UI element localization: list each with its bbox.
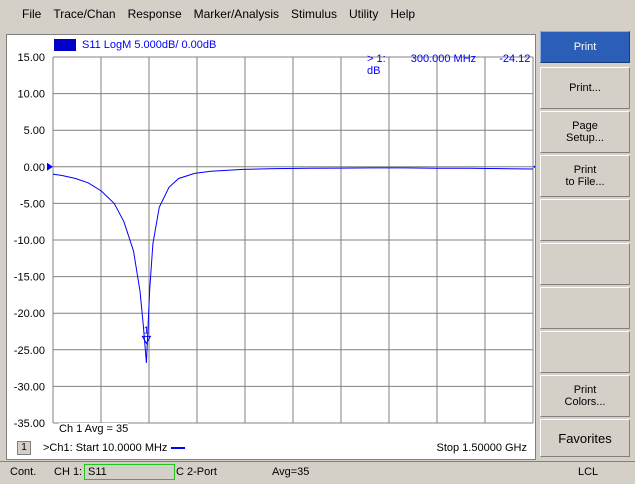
y-tick-label: -25.00: [14, 345, 45, 357]
favorites-label: Favorites: [558, 430, 612, 446]
trace-legend-line: [171, 447, 186, 449]
softkey-panel: Print Print... Page Setup... Print to Fi…: [540, 31, 632, 458]
status-bar: Cont. CH 1: S11 C 2-Port Avg=35 LCL: [0, 461, 635, 484]
status-channel: CH 1:: [54, 466, 83, 478]
marker-label: 1: [144, 325, 150, 336]
y-tick-label: -5.00: [20, 198, 45, 210]
trace-badge[interactable]: [54, 38, 76, 51]
page-setup-label-1: Page: [572, 120, 598, 132]
marker-frequency: 300.000 MHz: [410, 53, 477, 65]
y-tick-label: -20.00: [14, 308, 45, 320]
ref-arrow-right: [533, 165, 535, 169]
print-to-file-label-2: to File...: [565, 176, 605, 188]
menu-file[interactable]: File: [22, 7, 42, 21]
status-avg: Avg=35: [272, 466, 310, 478]
softkey-title-print[interactable]: Print: [540, 31, 630, 63]
print-colors-label-1: Print: [573, 384, 597, 396]
marker-readout: > 1: 300.000 MHz -24.12 dB: [367, 53, 535, 77]
menu-response[interactable]: Response: [127, 7, 182, 21]
marker-id: > 1:: [367, 53, 386, 65]
softkey-title-label: Print: [573, 41, 597, 53]
ref-arrow-left: [47, 162, 53, 171]
print-to-file-button[interactable]: Print to File...: [540, 155, 630, 197]
trace-s11: [52, 167, 534, 364]
empty-softkey-4[interactable]: [540, 331, 630, 373]
marker-triangle: [141, 335, 152, 345]
print-label: Print...: [569, 82, 601, 94]
start-frequency: >Ch1: Start 10.0000 MHz: [43, 442, 168, 454]
y-tick-label: 0.00: [24, 162, 45, 174]
print-colors-label-2: Colors...: [564, 396, 606, 408]
menu-help[interactable]: Help: [390, 7, 416, 21]
empty-softkey-2[interactable]: [540, 243, 630, 285]
y-tick-label: -10.00: [14, 235, 45, 247]
print-colors-button[interactable]: Print Colors...: [540, 375, 630, 417]
print-to-file-label-1: Print: [573, 164, 597, 176]
y-tick-label: -35.00: [14, 418, 45, 430]
channel-number[interactable]: 1: [17, 441, 31, 455]
y-tick-label: 10.00: [17, 89, 45, 101]
menu-bar: File Trace/Chan Response Marker/Analysis…: [0, 0, 635, 28]
menu-stimulus[interactable]: Stimulus: [291, 7, 338, 21]
menu-trace-chan[interactable]: Trace/Chan: [53, 7, 116, 21]
favorites-button[interactable]: Favorites: [540, 419, 630, 457]
menu-utility[interactable]: Utility: [349, 7, 379, 21]
chart-window[interactable]: 15.00 10.00 5.00 0.00 -5.00 -10.00 -15.00 -20.0…: [6, 34, 536, 460]
empty-softkey-1[interactable]: [540, 199, 630, 241]
y-tick-label: 5.00: [24, 125, 45, 137]
marker-value: -24.12 dB: [367, 53, 531, 77]
status-parameter: S11: [84, 464, 175, 480]
status-mode: Cont.: [10, 466, 37, 478]
s11-chart: 15.00 10.00 5.00 0.00 -5.00 -10.00 -15.00 -20.0…: [14, 52, 535, 430]
y-tick-label: -30.00: [14, 381, 45, 393]
trace-label: S11 LogM 5.000dB/ 0.00dB: [82, 38, 217, 51]
trace-header[interactable]: S11 LogM 5.000dB/ 0.00dB: [54, 38, 216, 51]
y-tick-label: 15.00: [17, 52, 45, 64]
stop-frequency: Stop 1.50000 GHz: [436, 442, 527, 454]
print-button[interactable]: Print...: [540, 67, 630, 109]
channel-avg-label: Ch 1 Avg = 35: [59, 423, 129, 435]
y-tick-label: -15.00: [14, 272, 45, 284]
page-setup-button[interactable]: Page Setup...: [540, 111, 630, 153]
status-port: C 2-Port: [176, 466, 217, 478]
channel-stimulus-bar: 1 >Ch1: Start 10.0000 MHz Stop 1.50000 G…: [17, 440, 527, 456]
empty-softkey-3[interactable]: [540, 287, 630, 329]
menu-marker-analysis[interactable]: Marker/Analysis: [193, 7, 279, 21]
status-remote: LCL: [578, 466, 599, 478]
page-setup-label-2: Setup...: [566, 132, 604, 144]
